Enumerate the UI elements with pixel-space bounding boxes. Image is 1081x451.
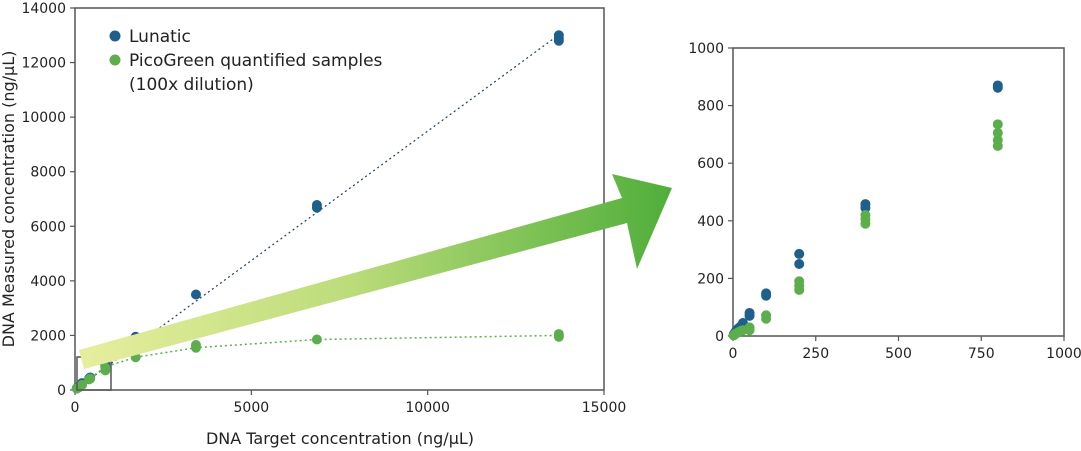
main-x-axis-title: DNA Target concentration (ng/µL): [206, 429, 474, 448]
inset-plot-frame: [732, 47, 1065, 337]
inset-lunatic-point: [794, 248, 805, 259]
inset-y-tick-label: 200: [697, 271, 724, 287]
main-y-tick-label: 10000: [21, 110, 66, 126]
zoom-arrow: [79, 174, 672, 369]
inset-lunatic-point: [860, 199, 871, 210]
inset-chart: 0 250 500 750 1000 0 200 400 600 800 1000: [688, 41, 1081, 362]
inset-picogreen-point: [761, 310, 772, 321]
main-x-tick-label: 15000: [582, 400, 627, 416]
inset-x-tick-label: 500: [885, 346, 912, 362]
main-y-tick-label: 8000: [30, 165, 66, 181]
main-chart: 0 5000 10000 15000 0 2000 4000 6000 8000 10000 120…: [0, 1, 626, 448]
inset-picogreen-point: [992, 127, 1003, 138]
legend-lunatic-marker: [109, 30, 121, 42]
inset-lunatic-point: [992, 80, 1003, 91]
inset-picogreen-point: [860, 210, 871, 221]
main-x-tick-label: 0: [71, 400, 80, 416]
main-y-tick-label: 6000: [30, 219, 66, 235]
inset-picogreen-point: [992, 135, 1003, 146]
inset-x-tick-label: 1000: [1046, 346, 1081, 362]
inset-y-tick-label: 0: [715, 329, 724, 345]
legend-picogreen-marker: [109, 54, 121, 66]
picogreen-trendline: [74, 334, 559, 391]
inset-x-tick-label: 0: [729, 346, 738, 362]
main-y-tick-label: 0: [57, 383, 66, 399]
main-picogreen-point: [553, 329, 564, 340]
main-picogreen-point: [77, 379, 88, 390]
legend-picogreen-label: PicoGreen quantified samples: [129, 51, 383, 71]
legend-picogreen-label-line2: (100x dilution): [129, 75, 254, 95]
main-x-tick-label: 10000: [405, 400, 450, 416]
main-y-tick-label: 2000: [30, 328, 66, 344]
main-lunatic-point: [190, 289, 201, 300]
main-y-tick-label: 14000: [21, 1, 66, 17]
main-x-tick-label: 5000: [234, 400, 270, 416]
inset-x-tick-label: 250: [802, 346, 829, 362]
main-lunatic-point: [311, 200, 322, 211]
main-picogreen-point: [85, 373, 96, 384]
main-picogreen-point: [190, 339, 201, 350]
inset-y-tick-label: 400: [697, 214, 724, 230]
legend-lunatic-label: Lunatic: [129, 27, 191, 47]
inset-lunatic-point: [794, 259, 805, 269]
inset-y-tick-label: 800: [697, 99, 724, 115]
inset-y-tick-label: 1000: [688, 41, 724, 57]
inset-lunatic-point: [744, 307, 755, 318]
inset-x-tick-label: 750: [968, 346, 995, 362]
main-y-tick-label: 4000: [30, 274, 66, 290]
main-picogreen-point: [100, 362, 111, 373]
inset-y-tick-label: 600: [697, 156, 724, 172]
main-y-axis-title: DNA Measured concentration (ng/µL): [0, 51, 18, 348]
main-lunatic-point: [553, 30, 564, 41]
inset-picogreen-point: [992, 119, 1003, 130]
inset-picogreen-point: [744, 322, 755, 333]
main-plot-frame: [74, 7, 605, 391]
main-y-tick-label: 12000: [21, 56, 66, 72]
legend: Lunatic PicoGreen quantified samples (10…: [109, 27, 383, 95]
main-picogreen-point: [311, 334, 322, 345]
inset-picogreen-point: [794, 276, 805, 287]
inset-lunatic-point: [761, 288, 772, 299]
